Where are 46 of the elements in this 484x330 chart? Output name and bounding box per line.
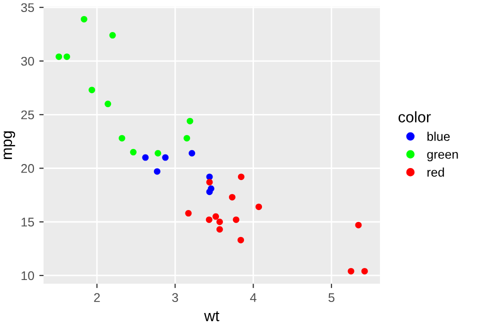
legend-title: color: [398, 111, 431, 122]
legend-label: blue: [427, 132, 450, 141]
point: [64, 53, 70, 60]
point: [130, 148, 137, 156]
y-tick-label: 20: [21, 164, 34, 173]
point: [188, 150, 196, 156]
point: [142, 154, 149, 161]
point: [361, 268, 368, 274]
y-tick-label: 25: [21, 110, 34, 120]
x-tick-label: 4: [250, 293, 256, 302]
point: [206, 178, 213, 186]
point: [228, 194, 236, 200]
x-tick-label: 5: [328, 293, 334, 302]
point: [206, 188, 213, 196]
point: [348, 268, 354, 274]
y-tick-label: 30: [21, 56, 34, 66]
y-tick-label: 15: [22, 218, 34, 227]
point: [154, 168, 160, 175]
y-axis-title: mpg: [4, 131, 16, 160]
point: [238, 236, 244, 244]
point: [154, 150, 162, 156]
legend-label: red: [428, 168, 444, 177]
y-tick-label: 35: [21, 3, 34, 12]
point: [238, 174, 244, 180]
point: [185, 210, 192, 217]
point: [104, 100, 112, 108]
point: [206, 216, 212, 223]
point: [118, 134, 126, 142]
point: [355, 222, 362, 228]
point: [80, 16, 88, 22]
point: [216, 226, 223, 233]
x-tick-label: 3: [172, 293, 178, 302]
point: [162, 154, 169, 161]
point: [186, 118, 194, 124]
y-tick-label: 10: [22, 271, 34, 280]
point: [109, 32, 116, 39]
point: [184, 134, 190, 142]
legend-label: green: [427, 152, 458, 162]
point: [56, 53, 62, 60]
point: [256, 204, 262, 210]
point: [216, 218, 223, 226]
point: [88, 86, 96, 94]
point: [232, 216, 240, 223]
x-tick-label: 2: [94, 293, 100, 302]
x-axis-title: wt: [204, 311, 220, 322]
point: [212, 213, 220, 220]
